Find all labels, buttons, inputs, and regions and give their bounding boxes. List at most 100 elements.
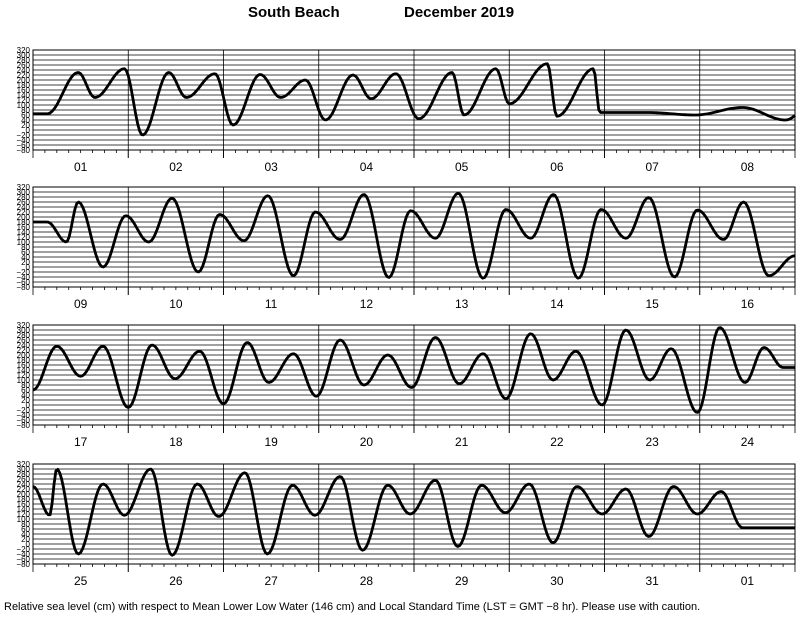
y-tick-label: 300 (17, 465, 31, 474)
y-tick-label: 240 (17, 341, 31, 350)
day-label: 10 (169, 297, 183, 311)
day-label: 15 (645, 297, 659, 311)
y-tick-label: 300 (17, 326, 31, 335)
y-tick-label: 200 (17, 213, 31, 222)
y-tick-label: 200 (17, 490, 31, 499)
y-tick-label: 240 (17, 66, 31, 75)
y-tick-label: 220 (17, 346, 31, 355)
day-label: 26 (169, 574, 183, 588)
y-tick-label: −80 (16, 560, 30, 569)
y-tick-label: 180 (17, 495, 31, 504)
day-label: 18 (169, 435, 183, 449)
y-tick-label: 40 (21, 253, 30, 262)
day-label: 16 (741, 297, 755, 311)
y-tick-label: 160 (17, 500, 31, 509)
y-tick-label: 260 (17, 61, 31, 70)
y-tick-label: −80 (16, 146, 30, 155)
y-tick-label: 80 (21, 243, 30, 252)
footer-note: Relative sea level (cm) with respect to … (4, 601, 701, 613)
y-tick-label: 280 (17, 193, 31, 202)
y-tick-label: −60 (16, 555, 30, 564)
tide-curve (33, 62, 796, 137)
y-tick-label: 240 (17, 203, 31, 212)
y-tick-label: 40 (21, 530, 30, 539)
y-tick-label: 120 (17, 96, 31, 105)
chart-title-month: December 2019 (404, 4, 515, 21)
y-tick-label: 0 (26, 126, 31, 135)
y-tick-label: −40 (16, 411, 30, 420)
y-tick-label: 280 (17, 470, 31, 479)
day-label: 31 (645, 574, 659, 588)
y-tick-label: −80 (16, 283, 30, 292)
chart-title-station: South Beach (248, 4, 340, 21)
y-tick-label: 180 (17, 356, 31, 365)
y-tick-label: 0 (26, 401, 31, 410)
y-tick-label: 200 (17, 76, 31, 85)
y-tick-label: 140 (17, 505, 31, 514)
day-label: 28 (360, 574, 374, 588)
day-label: 20 (360, 435, 374, 449)
day-label: 02 (169, 160, 183, 174)
y-tick-label: −40 (16, 550, 30, 559)
y-tick-label: 0 (26, 263, 31, 272)
y-tick-label: 280 (17, 56, 31, 65)
y-tick-label: −40 (16, 136, 30, 145)
y-tick-label: 40 (21, 116, 30, 125)
y-tick-label: 60 (21, 248, 30, 257)
y-tick-label: 100 (17, 238, 31, 247)
day-label: 12 (360, 297, 374, 311)
y-tick-label: 20 (21, 396, 30, 405)
y-tick-label: 200 (17, 351, 31, 360)
y-tick-label: 100 (17, 515, 31, 524)
y-tick-label: 220 (17, 208, 31, 217)
y-tick-label: 320 (17, 183, 31, 192)
y-tick-label: −40 (16, 273, 30, 282)
y-tick-label: 40 (21, 391, 30, 400)
y-tick-label: 120 (17, 371, 31, 380)
y-tick-label: 320 (17, 460, 31, 469)
y-tick-label: −80 (16, 421, 30, 430)
tide-curve (33, 191, 796, 280)
day-label: 23 (645, 435, 659, 449)
tide-curve (32, 326, 795, 414)
tide-chart: 3203002802602402202001801601401201008060… (16, 46, 796, 588)
day-label: 21 (455, 435, 469, 449)
day-label: 11 (265, 297, 278, 311)
y-tick-label: 180 (17, 81, 31, 90)
y-tick-label: 220 (17, 71, 31, 80)
day-label: 01 (741, 574, 755, 588)
y-tick-label: 140 (17, 366, 31, 375)
y-tick-label: 60 (21, 525, 30, 534)
y-tick-label: −20 (16, 406, 30, 415)
y-tick-label: 260 (17, 475, 31, 484)
y-tick-label: −20 (16, 268, 30, 277)
day-label: 03 (264, 160, 278, 174)
day-label: 07 (645, 160, 659, 174)
day-label: 09 (74, 297, 88, 311)
y-tick-label: 120 (17, 233, 31, 242)
y-tick-label: 20 (21, 121, 30, 130)
day-label: 08 (741, 160, 755, 174)
y-tick-label: 180 (17, 218, 31, 227)
y-tick-label: 100 (17, 376, 31, 385)
y-tick-label: 80 (21, 106, 30, 115)
y-tick-label: 160 (17, 361, 31, 370)
y-tick-label: 240 (17, 480, 31, 489)
y-tick-label: 220 (17, 485, 31, 494)
day-label: 06 (550, 160, 564, 174)
y-tick-label: 140 (17, 228, 31, 237)
day-label: 14 (550, 297, 564, 311)
y-tick-label: 320 (17, 46, 31, 55)
day-label: 30 (550, 574, 564, 588)
day-label: 01 (74, 160, 88, 174)
y-tick-label: 80 (21, 520, 30, 529)
y-tick-label: 140 (17, 91, 31, 100)
day-label: 13 (455, 297, 469, 311)
y-tick-label: 160 (17, 86, 31, 95)
y-tick-label: 300 (17, 188, 31, 197)
y-tick-label: −60 (16, 141, 30, 150)
y-tick-label: 160 (17, 223, 31, 232)
day-label: 05 (455, 160, 469, 174)
tide-curve (32, 467, 795, 557)
day-label: 22 (550, 435, 564, 449)
